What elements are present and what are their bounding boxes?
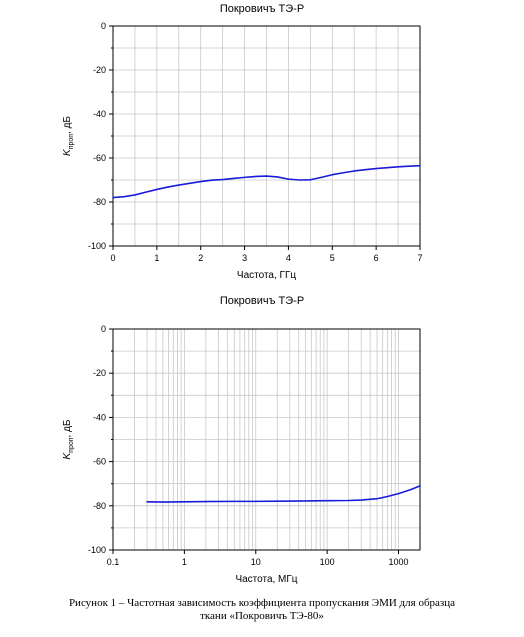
- y-tick-label: 0: [101, 21, 106, 31]
- grid: [113, 26, 420, 246]
- x-tick-label: 0.1: [107, 557, 120, 567]
- y-tick-label: -20: [93, 65, 106, 75]
- x-tick-label: 100: [320, 557, 335, 567]
- y-tick-label: -100: [88, 241, 106, 251]
- chart-2-log-mhz: 0 -20 -40 -60 -80 -1000.1 1 10 100 1000 Частота, М…: [62, 324, 421, 585]
- y-tick-label: -40: [93, 109, 106, 119]
- y-axis: 0 -20 -40 -60 -80 -100: [88, 324, 113, 555]
- y-axis-label-unit: , дБ: [62, 116, 73, 134]
- x-axis: 0.1 1 10 100 1000: [107, 550, 409, 567]
- chart-2-title: Покровичъ ТЭ-Р: [219, 295, 305, 307]
- figure-caption-line-1: Рисунок 1 – Частотная зависимость коэффи…: [68, 597, 456, 609]
- series-line-1: [112, 164, 421, 199]
- series-line-1: [146, 485, 421, 503]
- x-axis-label: Частота, МГц: [235, 574, 297, 585]
- x-tick-label: 1000: [388, 557, 408, 567]
- figure-caption-line-2: ткани «Покровичъ ТЭ-80»: [200, 610, 324, 622]
- y-axis-label-main: K: [62, 148, 73, 156]
- y-axis-label-unit: , дБ: [62, 419, 73, 437]
- x-tick-label: 0: [110, 253, 115, 263]
- x-tick-label: 1: [154, 253, 159, 263]
- y-tick-label: -60: [93, 457, 106, 467]
- chart-1-linear-ghz: 0 -20 -40 -60 -80 -100 0 1 2 3 4 5 6 7 Частота, ГГц Kпр…: [62, 21, 423, 281]
- figure-caption: Рисунок 1 – Частотная зависимость коэффи…: [0, 597, 524, 623]
- x-tick-label: 4: [286, 253, 291, 263]
- y-tick-label: -40: [93, 412, 106, 422]
- y-axis-label-main: K: [62, 452, 73, 460]
- x-tick-label: 7: [417, 253, 422, 263]
- x-tick-label: 3: [242, 253, 247, 263]
- y-axis-label-sub: проп: [68, 437, 75, 453]
- x-tick-label: 2: [198, 253, 203, 263]
- x-tick-label: 1: [182, 557, 187, 567]
- y-tick-label: 0: [101, 324, 106, 334]
- y-tick-label: -100: [88, 545, 106, 555]
- y-axis-label: Kпроп, дБ: [62, 116, 75, 156]
- x-axis: 0 1 2 3 4 5 6 7: [110, 246, 423, 263]
- y-tick-label: -80: [93, 501, 106, 511]
- grid: [113, 329, 421, 550]
- x-axis-label: Частота, ГГц: [237, 270, 296, 281]
- y-axis-label-sub: проп: [68, 134, 75, 150]
- x-tick-label: 10: [251, 557, 261, 567]
- y-axis: 0 -20 -40 -60 -80 -100: [88, 21, 113, 251]
- y-axis-label: Kпроп, дБ: [62, 419, 75, 459]
- x-tick-label: 5: [330, 253, 335, 263]
- x-tick-label: 6: [374, 253, 379, 263]
- y-tick-label: -20: [93, 368, 106, 378]
- y-tick-label: -60: [93, 153, 106, 163]
- chart-1-title: Покровичъ ТЭ-Р: [219, 3, 305, 15]
- y-tick-label: -80: [93, 197, 106, 207]
